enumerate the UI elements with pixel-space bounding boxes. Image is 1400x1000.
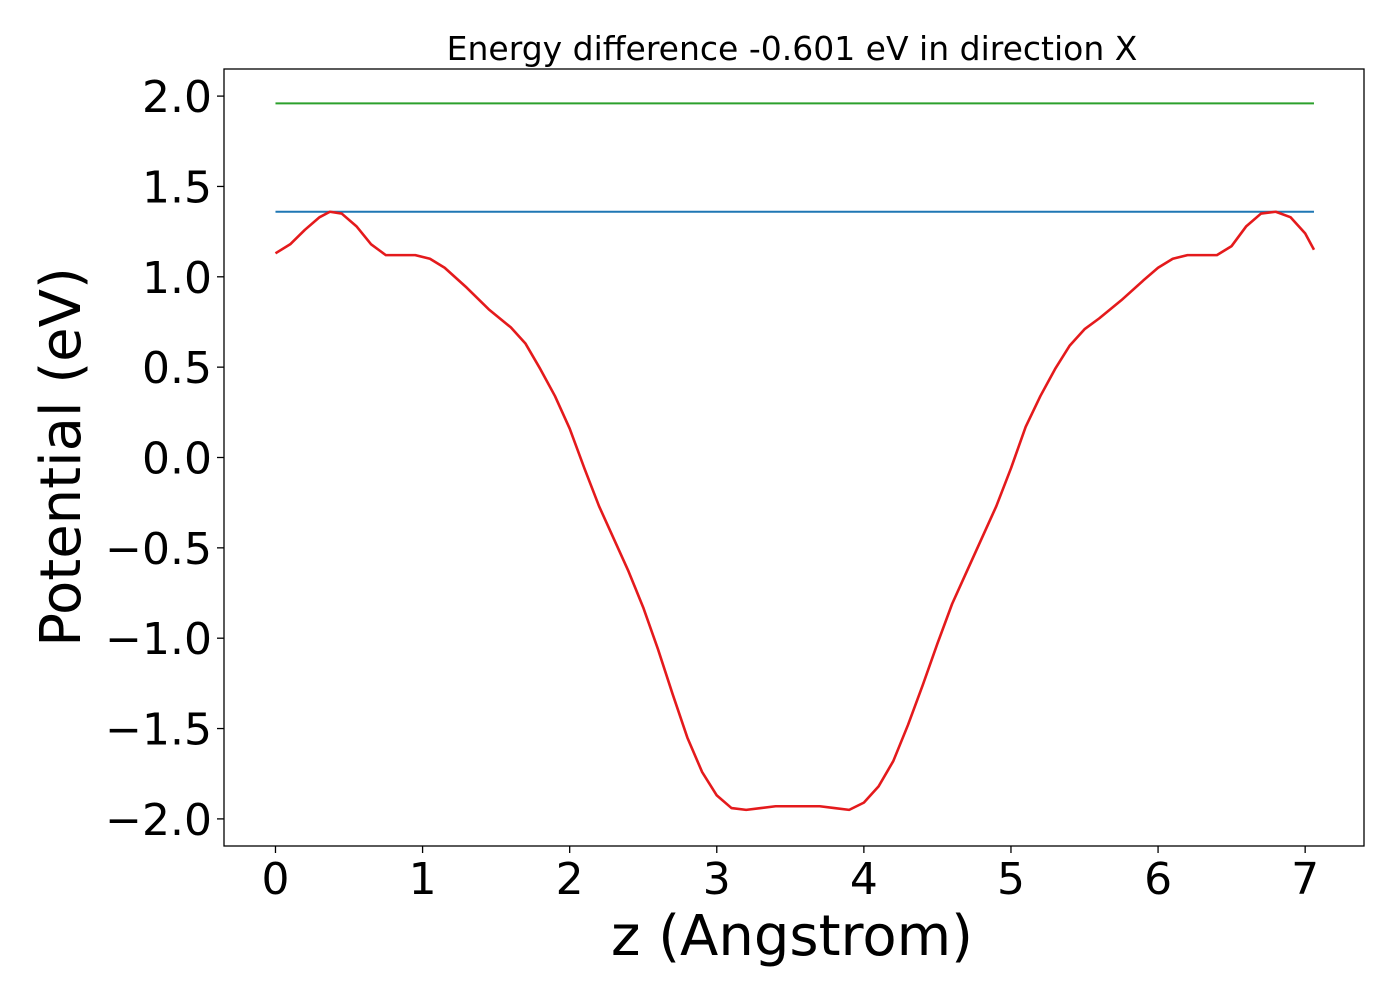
x-tick-label: 1 <box>409 854 437 905</box>
x-tick-label: 0 <box>261 854 289 905</box>
plot-area: 0 1 2 3 4 5 6 7 2.0 1.5 1.0 0.5 0.0 −0.5 −1.0 −1.5 −2.0 <box>105 68 1365 905</box>
x-tick-label: 5 <box>997 854 1025 905</box>
y-tick-label: −0.5 <box>105 524 212 575</box>
y-axis-label: Potential (eV) <box>29 267 94 647</box>
y-tick-label: 0.0 <box>142 434 212 485</box>
y-tick-label: −1.0 <box>105 614 212 665</box>
x-tick-label: 2 <box>556 854 584 905</box>
x-tick-label: 6 <box>1144 854 1172 905</box>
x-axis-label: z (Angstrom) <box>611 904 973 969</box>
y-tick-label: 0.5 <box>142 343 212 394</box>
y-tick-label: 1.0 <box>142 253 212 304</box>
y-tick-label: −1.5 <box>105 705 212 756</box>
y-tick-label: −2.0 <box>105 795 212 846</box>
plot-frame <box>223 68 1365 847</box>
y-tick-label: 1.5 <box>142 162 212 213</box>
x-tick-label: 3 <box>703 854 731 905</box>
chart-title: Energy difference -0.601 eV in direction… <box>447 29 1138 68</box>
x-tick-label: 4 <box>850 854 878 905</box>
y-tick-label: 2.0 <box>142 72 212 123</box>
x-tick-label: 7 <box>1291 854 1319 905</box>
series-line-2 <box>274 210 1316 812</box>
